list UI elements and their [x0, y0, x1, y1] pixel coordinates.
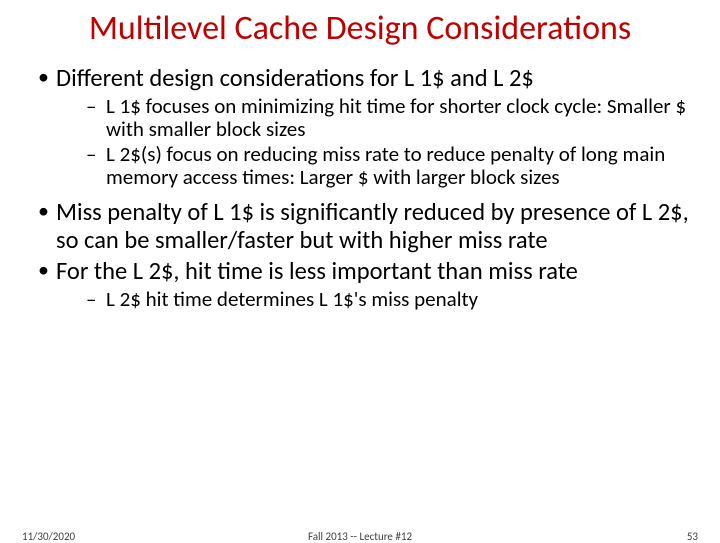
list-item: Different design considerations for L 1$…: [34, 65, 692, 189]
bullet-text: L 1$ focuses on minimizing hit time for …: [106, 93, 686, 142]
footer-center: Fall 2013 -- Lecture #12: [0, 530, 720, 543]
list-item: L 2$ hit time determines L 1$'s miss pen…: [84, 288, 692, 311]
sub-list: L 2$ hit time determines L 1$'s miss pen…: [56, 288, 692, 311]
list-item: L 2$(s) focus on reducing miss rate to r…: [84, 143, 692, 189]
bullet-text: L 2$ hit time determines L 1$'s miss pen…: [106, 286, 478, 312]
footer-page-number: 53: [687, 530, 698, 543]
bullet-text: For the L 2$, hit time is less important…: [56, 256, 578, 286]
sub-list: L 1$ focuses on minimizing hit time for …: [56, 95, 692, 189]
bullet-list: Different design considerations for L 1$…: [28, 65, 692, 310]
slide-title: Multilevel Cache Design Considerations: [61, 10, 659, 47]
bullet-text: Different design considerations for L 1$…: [56, 63, 534, 93]
bullet-text: Miss penalty of L 1$ is significantly re…: [56, 197, 689, 254]
bullet-text: L 2$(s) focus on reducing miss rate to r…: [106, 141, 665, 190]
list-item: For the L 2$, hit time is less important…: [34, 258, 692, 311]
list-item: Miss penalty of L 1$ is significantly re…: [34, 199, 692, 254]
list-item: L 1$ focuses on minimizing hit time for …: [84, 95, 692, 141]
